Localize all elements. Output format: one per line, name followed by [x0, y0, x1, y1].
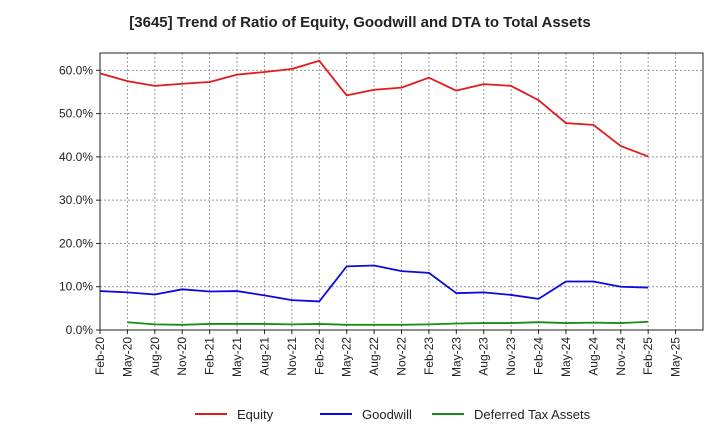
- x-tick-label: Aug-21: [257, 337, 271, 376]
- y-tick-label: 20.0%: [59, 236, 93, 250]
- x-tick-label: May-25: [669, 337, 683, 377]
- x-tick-label: Nov-21: [285, 337, 299, 376]
- x-tick-label: Aug-22: [367, 337, 381, 376]
- x-tick-label: May-23: [449, 337, 463, 377]
- y-tick-label: 60.0%: [59, 63, 93, 77]
- x-tick-label: Aug-24: [586, 337, 600, 376]
- series-line-deferred-tax-assets: [127, 320, 649, 326]
- x-tick-label: May-20: [120, 337, 134, 377]
- chart-title: [3645] Trend of Ratio of Equity, Goodwil…: [129, 14, 591, 31]
- grid-lines: [100, 53, 703, 330]
- series-lines: [99, 59, 649, 326]
- y-tick-label: 50.0%: [59, 107, 93, 121]
- y-tick-label: 10.0%: [59, 280, 93, 294]
- series-line-equity: [99, 59, 649, 158]
- x-tick-label: May-24: [559, 337, 573, 377]
- x-tick-label: Feb-21: [203, 337, 217, 375]
- x-tick-label: Feb-20: [93, 337, 107, 375]
- legend: Equity Goodwill Deferred Tax Assets: [195, 407, 591, 422]
- x-tick-label: Nov-23: [504, 337, 518, 376]
- legend-label-deferred-tax-assets: Deferred Tax Assets: [474, 407, 591, 422]
- x-axis: Feb-20 May-20 Aug-20 Nov-20 Feb-21 May-21 Aug-…: [93, 330, 683, 377]
- y-tick-label: 0.0%: [66, 323, 94, 337]
- y-axis: 0.0% 10.0% 20.0% 30.0% 40.0% 50.0% 60.0%: [59, 63, 100, 337]
- y-tick-label: 30.0%: [59, 193, 93, 207]
- legend-label-equity: Equity: [237, 407, 274, 422]
- y-tick-label: 40.0%: [59, 150, 93, 164]
- x-tick-label: May-22: [340, 337, 354, 377]
- x-tick-label: Aug-20: [148, 337, 162, 376]
- x-tick-label: Feb-23: [422, 337, 436, 375]
- x-tick-label: Nov-24: [614, 337, 628, 376]
- x-tick-label: Feb-25: [641, 337, 655, 375]
- series-line-goodwill: [99, 264, 649, 303]
- x-tick-label: May-21: [230, 337, 244, 377]
- x-tick-label: Feb-24: [532, 337, 546, 375]
- x-tick-label: Nov-22: [395, 337, 409, 376]
- x-tick-label: Aug-23: [477, 337, 491, 376]
- legend-label-goodwill: Goodwill: [362, 407, 412, 422]
- x-tick-label: Nov-20: [175, 337, 189, 376]
- x-tick-label: Feb-22: [312, 337, 326, 375]
